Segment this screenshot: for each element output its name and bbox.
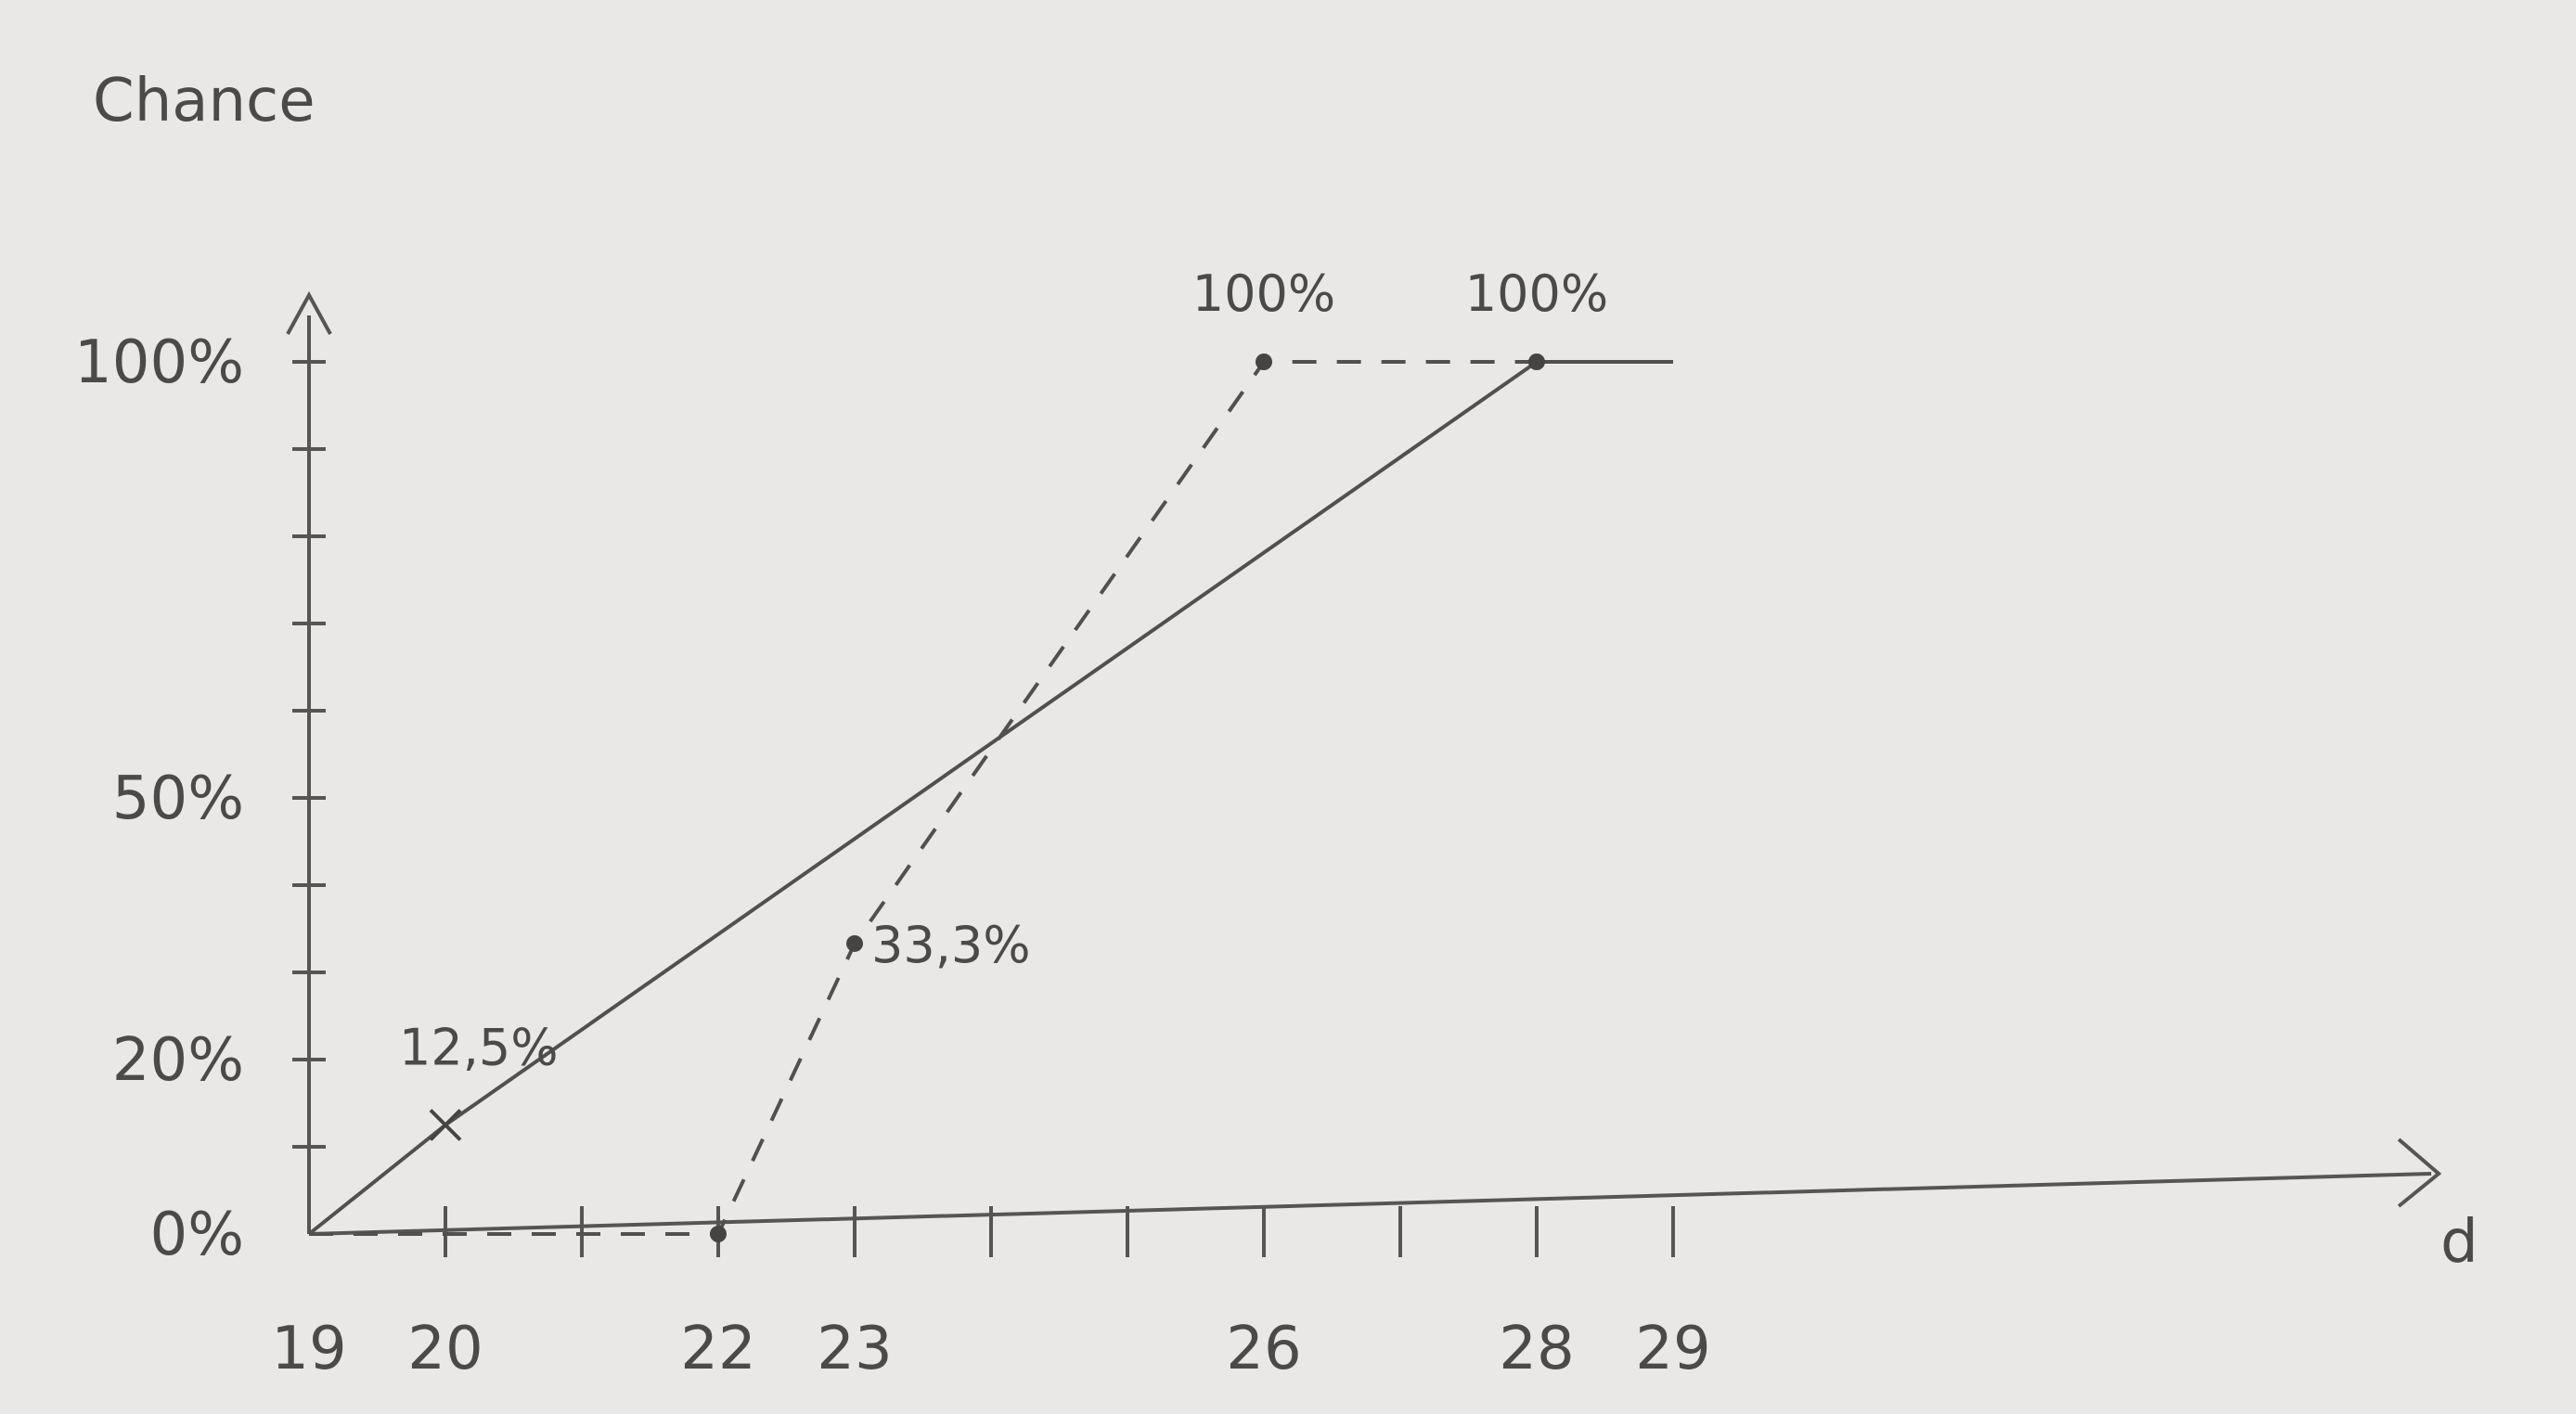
y-axis-title: Chance <box>93 67 316 135</box>
solid-series-line <box>307 360 1673 1236</box>
annotations: 12,5% 33,3% 100% 100% <box>399 264 1608 1077</box>
y-axis-arrow <box>286 290 332 335</box>
x-minor-ticks <box>444 1206 1675 1257</box>
x-axis-arrow <box>2397 1138 2442 1208</box>
data-label: 100% <box>1192 264 1335 323</box>
data-label: 12,5% <box>399 1019 559 1077</box>
dot-marker <box>1256 354 1272 370</box>
cross-marker <box>429 1109 462 1141</box>
y-tick-label: 20% <box>112 1026 244 1095</box>
data-label: 100% <box>1465 264 1608 323</box>
y-tick-label: 100% <box>74 328 244 397</box>
x-axis-title: d <box>2441 1208 2479 1277</box>
x-axis-line <box>308 1172 2432 1236</box>
y-tick-labels: 0% 20% 50% 100% <box>74 328 244 1269</box>
x-tick-label: 29 <box>1635 1315 1710 1383</box>
x-tick-label: 20 <box>407 1315 483 1383</box>
x-tick-labels: 19 20 22 23 26 28 29 <box>271 1315 1710 1383</box>
x-tick-label: 19 <box>271 1315 346 1383</box>
dot-marker <box>846 934 863 952</box>
x-tick-label: 23 <box>817 1315 892 1383</box>
series-layer <box>307 360 1673 1236</box>
x-tick-label: 22 <box>680 1315 755 1383</box>
markers <box>429 354 1545 1242</box>
data-label: 33,3% <box>871 916 1031 974</box>
dot-marker <box>710 1226 727 1242</box>
x-tick-label: 28 <box>1499 1315 1574 1383</box>
y-tick-label: 0% <box>149 1201 244 1269</box>
axes <box>286 290 2442 1236</box>
dot-marker <box>1528 354 1545 370</box>
y-minor-ticks <box>292 360 326 1149</box>
y-tick-label: 50% <box>112 765 244 833</box>
x-tick-label: 26 <box>1226 1315 1301 1383</box>
